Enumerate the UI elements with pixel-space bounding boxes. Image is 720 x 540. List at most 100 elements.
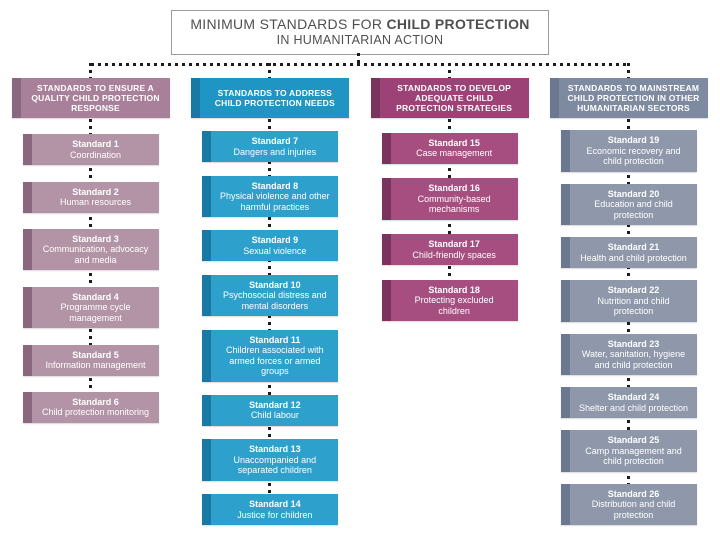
- column-header-label: STANDARDS TO DEVELOP ADEQUATE CHILD PROT…: [396, 83, 513, 113]
- standard-box: Standard 3 Communication, advocacy and m…: [23, 228, 159, 271]
- standard-box: Standard 1 Coordination: [23, 134, 159, 166]
- standard-title: Programme cycle management: [60, 302, 131, 323]
- box-left-flap: [191, 78, 201, 118]
- standard-box: Standard 26 Distribution and child prote…: [561, 483, 697, 525]
- standard-box: Standard 8 Physical violence and other h…: [202, 175, 339, 218]
- standard-number: Standard 2: [72, 186, 119, 197]
- standard-title: Health and child protection: [580, 252, 687, 263]
- standard-title: Shelter and child protection: [578, 402, 689, 413]
- standard-title: Human resources: [59, 197, 132, 208]
- standard-number: Standard 14: [249, 499, 301, 509]
- standards-column-4: STANDARDS TO MAINSTREAM CHILD PROTECTION…: [549, 63, 708, 525]
- column-header: STANDARDS TO DEVELOP ADEQUATE CHILD PROT…: [370, 78, 529, 118]
- box-left-flap: [23, 134, 33, 166]
- standard-box: Standard 24 Shelter and child protection: [561, 387, 697, 418]
- box-left-flap: [23, 344, 33, 376]
- standard-number: Standard 20: [607, 188, 660, 199]
- standard-title: Information management: [45, 360, 146, 371]
- column-header-label: STANDARDS TO ENSURE A QUALITY CHILD PROT…: [31, 83, 160, 113]
- standard-number: Standard 24: [607, 392, 660, 402]
- box-left-flap: [561, 280, 571, 322]
- standards-column-2: STANDARDS TO ADDRESS CHILD PROTECTION NE…: [191, 63, 350, 525]
- standard-number: Standard 23: [607, 338, 660, 349]
- box-left-flap: [202, 230, 212, 262]
- standard-title: Communication, advocacy and media: [42, 244, 149, 265]
- standard-box: Standard 11 Children associated with arm…: [202, 329, 339, 382]
- standard-number: Standard 11: [249, 334, 301, 345]
- standard-number: Standard 21: [607, 242, 660, 252]
- standard-box: Standard 22 Nutrition and child protecti…: [561, 280, 697, 322]
- standard-number: Standard 19: [607, 135, 660, 145]
- title-connector-dotted-line: [357, 53, 360, 64]
- box-left-flap: [381, 234, 391, 265]
- standard-number: Standard 26: [607, 488, 660, 499]
- standard-number: Standard 12: [249, 399, 301, 410]
- standard-number: Standard 10: [249, 279, 301, 290]
- box-left-flap: [202, 329, 212, 382]
- standard-title: Child labour: [250, 410, 299, 421]
- standard-box: Standard 21 Health and child protection: [561, 237, 697, 268]
- standard-number: Standard 1: [72, 139, 119, 150]
- standard-box: Standard 16 Community-based mechanisms: [381, 178, 518, 220]
- standard-title: Nutrition and child protection: [597, 295, 670, 317]
- box-left-flap: [561, 430, 571, 472]
- box-left-flap: [202, 274, 212, 317]
- standard-title: Camp management and child protection: [585, 445, 682, 467]
- standard-title: Justice for children: [237, 509, 313, 520]
- standard-number: Standard 22: [607, 285, 660, 295]
- standard-title: Distribution and child protection: [591, 499, 676, 520]
- box-left-flap: [381, 132, 391, 164]
- box-left-flap: [561, 387, 571, 418]
- box-left-flap: [202, 494, 212, 525]
- standard-title: Physical violence and other harmful prac…: [220, 191, 330, 212]
- standards-column-3: STANDARDS TO DEVELOP ADEQUATE CHILD PROT…: [370, 63, 529, 321]
- standard-box: Standard 14 Justice for children: [202, 494, 339, 525]
- standard-box: Standard 18 Protecting excluded children: [381, 279, 518, 321]
- standard-number: Standard 3: [72, 233, 119, 244]
- standard-box: Standard 15 Case management: [381, 132, 518, 164]
- standard-box: Standard 12 Child labour: [202, 394, 339, 426]
- standard-number: Standard 25: [607, 435, 660, 445]
- box-left-flap: [23, 391, 33, 423]
- horizontal-connector-dotted-line: [91, 63, 629, 66]
- standard-number: Standard 18: [428, 284, 480, 295]
- box-left-flap: [561, 183, 571, 225]
- standards-column-1: STANDARDS TO ENSURE A QUALITY CHILD PROT…: [12, 63, 170, 423]
- standard-title: Economic recovery and child protection: [586, 145, 681, 167]
- standard-title: Case management: [416, 148, 493, 158]
- standard-title: Coordination: [69, 149, 122, 160]
- standard-title: Education and child protection: [594, 199, 673, 220]
- standard-title: Psychosocial distress and mental disorde…: [223, 290, 327, 311]
- column-header-label: STANDARDS TO ADDRESS CHILD PROTECTION NE…: [214, 88, 335, 108]
- box-left-flap: [561, 483, 571, 525]
- box-left-flap: [381, 279, 391, 321]
- standard-title: Unaccompanied and separated children: [233, 454, 317, 476]
- box-left-flap: [202, 439, 212, 481]
- standard-box: Standard 23 Water, sanitation, hygiene a…: [561, 333, 697, 375]
- columns-container: STANDARDS TO ENSURE A QUALITY CHILD PROT…: [12, 63, 708, 525]
- box-left-flap: [561, 130, 571, 172]
- box-left-flap: [202, 131, 212, 163]
- box-left-flap: [381, 178, 391, 220]
- box-left-flap: [23, 181, 33, 213]
- standard-title: Child protection monitoring: [41, 407, 150, 418]
- standard-title: Water, sanitation, hygiene and child pro…: [581, 349, 686, 370]
- title-bold-part: CHILD PROTECTION: [386, 16, 530, 32]
- box-left-flap: [561, 333, 571, 375]
- standard-number: Standard 5: [72, 349, 119, 360]
- column-header: STANDARDS TO ENSURE A QUALITY CHILD PROT…: [12, 78, 170, 118]
- box-left-flap: [561, 237, 571, 268]
- column-header-label: STANDARDS TO MAINSTREAM CHILD PROTECTION…: [567, 83, 700, 113]
- diagram-title-box: MINIMUM STANDARDS FOR CHILD PROTECTION I…: [171, 10, 549, 55]
- box-left-flap: [202, 394, 212, 426]
- standard-number: Standard 9: [251, 235, 299, 246]
- standard-box: Standard 4 Programme cycle management: [23, 286, 159, 329]
- standard-box: Standard 19 Economic recovery and child …: [561, 130, 697, 172]
- standard-number: Standard 6: [72, 396, 119, 407]
- standard-box: Standard 20 Education and child protecti…: [561, 183, 697, 225]
- standard-number: Standard 16: [428, 183, 480, 193]
- standard-box: Standard 10 Psychosocial distress and me…: [202, 274, 339, 317]
- column-header: STANDARDS TO MAINSTREAM CHILD PROTECTION…: [549, 78, 708, 118]
- title-prefix: MINIMUM STANDARDS FOR: [190, 16, 387, 32]
